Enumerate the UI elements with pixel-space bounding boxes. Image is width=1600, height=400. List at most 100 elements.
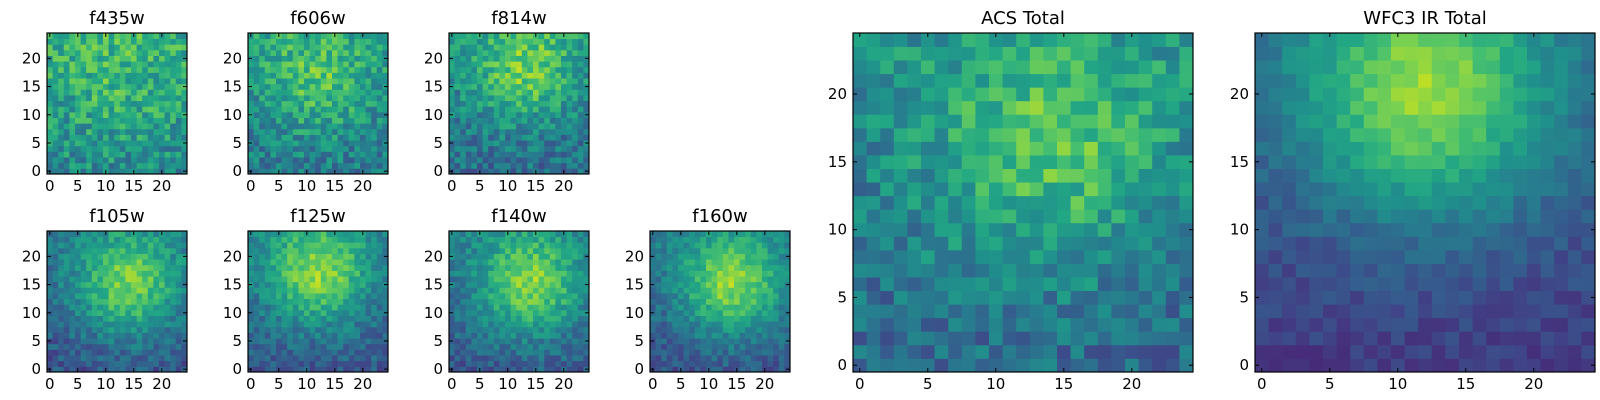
heatmap-cell (63, 145, 70, 152)
heatmap-cell (465, 151, 472, 158)
heatmap-cell (376, 276, 383, 283)
heatmap-cell (549, 95, 556, 102)
heatmap-cell (320, 338, 327, 345)
heatmap-cell (516, 298, 523, 305)
heatmap-cell (343, 61, 350, 68)
heatmap-cell (97, 55, 104, 62)
heatmap-cell (320, 168, 327, 175)
heatmap-cell (332, 89, 338, 96)
heatmap-cell (52, 242, 59, 249)
heatmap-cell (734, 298, 740, 305)
heatmap-cell (505, 236, 511, 243)
heatmap-cell (348, 117, 355, 124)
heatmap-cell (287, 304, 294, 311)
heatmap-cell (561, 343, 567, 350)
heatmap-cell (175, 140, 182, 147)
heatmap-cell (281, 72, 288, 79)
heatmap-cell (694, 247, 701, 254)
heatmap-cell (147, 145, 154, 152)
heatmap-cell (454, 117, 461, 124)
heatmap-cell (175, 298, 182, 305)
heatmap-cell (114, 242, 121, 249)
heatmap-cell (1016, 317, 1031, 332)
heatmap-cell (326, 49, 333, 56)
heatmap-cell (561, 95, 567, 102)
heatmap-cell (164, 100, 171, 107)
heatmap-cell (460, 106, 467, 113)
heatmap-cell (1029, 182, 1044, 197)
heatmap-cell (52, 128, 59, 135)
heatmap-cell (750, 293, 757, 300)
heatmap-cell (80, 287, 87, 294)
heatmap-cell (80, 106, 87, 113)
heatmap-cell (538, 95, 545, 102)
heatmap-cell (281, 145, 288, 152)
heatmap-cell (348, 72, 355, 79)
heatmap-cell (354, 253, 361, 260)
heatmap-cell (114, 117, 121, 124)
heatmap-cell (784, 355, 791, 362)
heatmap-cell (527, 360, 534, 367)
heatmap-cell (332, 49, 338, 56)
heatmap-cell (136, 95, 143, 102)
heatmap-cell (159, 140, 165, 147)
heatmap-cell (304, 140, 310, 147)
heatmap-cell (482, 117, 489, 124)
heatmap-cell (555, 140, 562, 147)
heatmap-cell (572, 309, 579, 316)
heatmap-cell (762, 287, 768, 294)
heatmap-cell (471, 281, 478, 288)
heatmap-cell (533, 287, 539, 294)
heatmap-cell (131, 95, 137, 102)
heatmap-cell (577, 355, 584, 362)
heatmap-cell (164, 332, 171, 339)
heatmap-cell (91, 55, 98, 62)
heatmap-cell (315, 236, 322, 243)
heatmap-cell (91, 231, 98, 238)
heatmap-cell (159, 95, 165, 102)
heatmap-cell (756, 276, 763, 283)
heatmap-cell (527, 253, 534, 260)
y-tick-label: 5 (232, 134, 242, 152)
heatmap-cell (465, 321, 472, 328)
heatmap-cell (360, 247, 366, 254)
heatmap-cell (482, 33, 489, 40)
heatmap-cell (728, 326, 735, 333)
heatmap-cell (745, 259, 752, 266)
y-tick-label: 15 (625, 276, 644, 294)
heatmap-cell (170, 231, 177, 238)
heatmap-cell (360, 140, 366, 147)
heatmap-cell (650, 355, 656, 362)
heatmap-cell (583, 145, 590, 152)
heatmap-cell (119, 162, 126, 169)
heatmap-cell (276, 332, 282, 339)
heatmap-cell (131, 145, 137, 152)
heatmap-cell (499, 231, 506, 238)
heatmap-cell (762, 276, 768, 283)
heatmap-cell (728, 321, 735, 328)
heatmap-cell (527, 140, 534, 147)
heatmap-cell (103, 128, 109, 135)
heatmap-cell (86, 134, 93, 141)
heatmap-cell (728, 264, 735, 271)
heatmap-cell (287, 89, 294, 96)
heatmap-cell (711, 236, 718, 243)
heatmap-cell (175, 117, 182, 124)
heatmap-cell (549, 293, 556, 300)
heatmap-cell (108, 157, 115, 164)
heatmap-cell (722, 366, 729, 373)
heatmap-cell (533, 236, 539, 243)
heatmap-cell (159, 134, 165, 141)
x-tick-label: 0 (648, 375, 658, 393)
heatmap-cell (583, 270, 590, 277)
heatmap-cell (521, 304, 528, 311)
heatmap-cell (454, 123, 461, 130)
heatmap-cell (493, 236, 500, 243)
heatmap-cell (975, 317, 990, 332)
heatmap-cell (521, 100, 528, 107)
heatmap-cell (91, 145, 98, 152)
heatmap-cell (880, 182, 895, 197)
heatmap-cell (281, 66, 288, 73)
heatmap-cell (538, 253, 545, 260)
heatmap-cell (510, 355, 517, 362)
